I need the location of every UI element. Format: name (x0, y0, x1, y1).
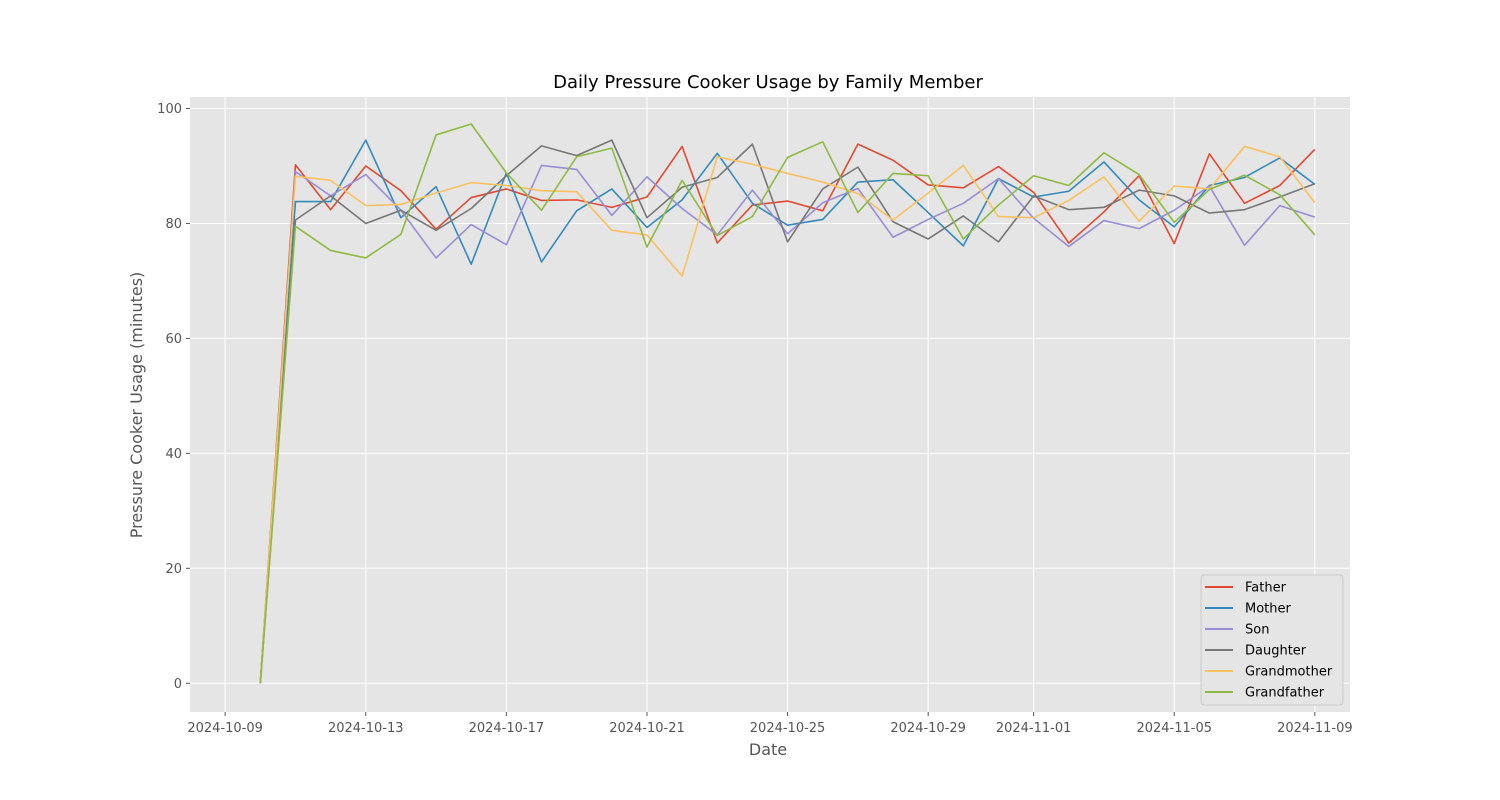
legend-box (1200, 574, 1344, 706)
x-tick-label: 2024-10-25 (750, 721, 826, 736)
legend-label: Grandmother (1245, 665, 1333, 680)
x-tick-label: 2024-11-01 (996, 721, 1072, 736)
x-tick-label: 2024-10-17 (469, 721, 545, 736)
x-axis-ticks: 2024-10-09 2024-10-13 2024-10-17 2024-10-21… (187, 712, 1353, 736)
plot-area (190, 97, 1350, 712)
y-tick-label: 40 (165, 447, 182, 462)
legend-label: Son (1245, 623, 1269, 638)
chart-title: Daily Pressure Cooker Usage by Family Me… (553, 72, 983, 93)
x-axis-label: Date (749, 740, 787, 759)
series-line-grandfather (259, 123, 1316, 684)
legend-label: Mother (1245, 602, 1292, 617)
x-tick-label: 2024-11-09 (1277, 721, 1353, 736)
y-tick-label: 0 (174, 677, 182, 692)
series-lines (259, 123, 1316, 684)
y-axis-label: Pressure Cooker Usage (minutes) (127, 272, 146, 539)
x-tick-label: 2024-10-09 (187, 721, 263, 736)
x-tick-label: 2024-10-13 (328, 721, 404, 736)
y-tick-label: 80 (165, 217, 182, 232)
x-tick-label: 2024-10-29 (890, 721, 966, 736)
legend-label: Father (1245, 581, 1287, 596)
series-line-grandmother (259, 145, 1316, 684)
y-tick-label: 20 (165, 562, 182, 577)
x-tick-label: 2024-10-21 (609, 721, 685, 736)
legend-label: Daughter (1245, 644, 1307, 659)
series-line-daughter (259, 139, 1316, 684)
series-line-son (259, 164, 1316, 684)
y-axis-ticks: 0 20 40 60 80 100 (157, 102, 190, 692)
series-line-mother (259, 139, 1316, 684)
legend-label: Grandfather (1245, 686, 1325, 701)
y-tick-label: 100 (157, 102, 182, 117)
grid-lines (190, 97, 1350, 712)
legend: Father Mother Son Daughter Grandmother Grandf… (1200, 574, 1344, 706)
y-tick-label: 60 (165, 332, 182, 347)
x-tick-label: 2024-11-05 (1136, 721, 1212, 736)
